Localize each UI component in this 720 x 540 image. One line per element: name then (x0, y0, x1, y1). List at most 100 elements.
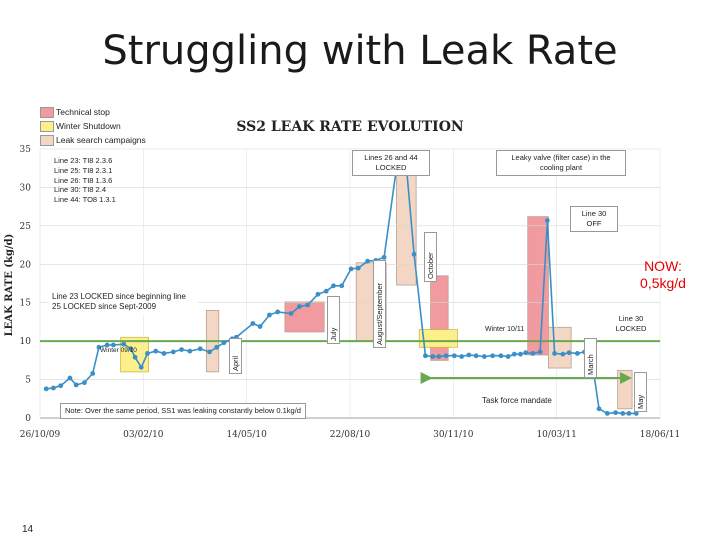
x-tick-label: 22/08/10 (330, 430, 371, 440)
data-point (411, 251, 417, 257)
data-point (596, 406, 602, 412)
series-leak-rate (43, 157, 639, 416)
line-info-item: Line 30: TI8 2.4 (54, 185, 106, 195)
winter-1011-note: Winter 10/11 (485, 326, 525, 333)
legend-label-winter: Winter Shutdown (56, 121, 121, 131)
data-point (473, 353, 479, 359)
legend-swatch-leak-search (40, 135, 54, 146)
month-label-october: October (424, 232, 437, 282)
legend-label-technical-stop: Technical stop (56, 107, 110, 117)
data-point (187, 348, 193, 354)
data-point (620, 410, 626, 416)
x-tick-label: 30/11/10 (433, 430, 474, 440)
slide-title: Struggling with Leak Rate (102, 28, 618, 74)
y-tick-label: 15 (20, 299, 32, 309)
line30-locked-note: Line 30 LOCKED (606, 312, 656, 336)
y-tick-label: 5 (25, 376, 31, 386)
data-point (355, 265, 361, 271)
data-point (110, 342, 116, 348)
task-force-note: Task force mandate (478, 394, 556, 409)
line-info-item: Line 25: TI8 2.3.1 (54, 165, 113, 175)
data-point (560, 351, 566, 357)
y-tick-label: 10 (20, 337, 32, 347)
data-point (170, 349, 176, 355)
data-point (423, 353, 428, 359)
line-info-item: Line 23: TI8 2.3.6 (54, 156, 113, 165)
data-point (121, 341, 127, 347)
data-point (161, 351, 167, 356)
may-rect (617, 369, 633, 410)
x-tick-label: 26/10/09 (20, 430, 61, 440)
data-point (523, 350, 529, 356)
now-value: 0,5kg/d (640, 275, 686, 291)
data-point (132, 354, 138, 360)
data-point (505, 354, 511, 359)
data-point (443, 353, 449, 359)
data-point (197, 346, 203, 352)
data-point (138, 364, 144, 370)
data-point (481, 354, 487, 359)
leaky-valve-note: Leaky valve (filter case) in the cooling… (496, 150, 626, 176)
data-point (626, 410, 632, 416)
data-point (250, 321, 256, 326)
data-point (73, 382, 79, 388)
data-point (58, 383, 64, 389)
data-point (104, 342, 110, 348)
data-point (348, 266, 354, 272)
data-point (221, 340, 227, 346)
data-point (537, 349, 543, 355)
winter-0910-note: Winter 09/10 (100, 347, 137, 354)
x-tick-label: 10/03/11 (536, 430, 576, 440)
data-point (214, 344, 220, 350)
month-label-march: March (584, 338, 597, 378)
data-point (296, 304, 302, 309)
y-tick-label: 20 (20, 260, 32, 270)
data-point (82, 380, 87, 386)
data-point (490, 353, 495, 359)
data-point (451, 353, 457, 359)
x-tick-label: 18/06/11 (640, 430, 680, 440)
y-tick-label: 0 (25, 414, 31, 424)
month-label-may: May (634, 372, 647, 412)
july-rect (284, 301, 325, 333)
y-tick-label: 35 (20, 145, 32, 155)
data-point (179, 347, 184, 352)
y-tick-label: 25 (20, 222, 32, 232)
data-point (323, 288, 329, 294)
data-point (96, 344, 102, 350)
data-point (67, 375, 73, 381)
data-point (552, 351, 557, 356)
data-point (574, 351, 580, 356)
data-point (305, 302, 311, 308)
page-number: 14 (22, 524, 34, 535)
data-point (436, 354, 442, 359)
y-tick-label: 30 (20, 183, 32, 193)
data-point (339, 283, 345, 289)
data-point (511, 351, 517, 357)
data-point (530, 351, 536, 356)
data-point (544, 218, 550, 223)
month-label-aug-sep: August/September (373, 260, 386, 348)
data-point (315, 291, 321, 297)
march-rect (548, 326, 572, 369)
data-point (145, 351, 150, 356)
data-point (90, 371, 96, 376)
data-point (207, 349, 212, 355)
data-point (365, 258, 370, 264)
line30-off-note: Line 30 OFF (570, 206, 618, 232)
data-point (633, 410, 639, 416)
chart-title: SS2 LEAK RATE EVOLUTION (236, 119, 464, 135)
data-point (604, 410, 610, 416)
legend-label-leak-search: Leak search campaigns (56, 135, 146, 145)
x-tick-label: 14/05/10 (226, 430, 267, 440)
data-point (466, 352, 472, 358)
data-point (331, 283, 336, 289)
data-point (518, 351, 523, 357)
data-point (128, 346, 134, 352)
x-tick-label: 03/02/10 (123, 430, 164, 440)
data-point (613, 410, 618, 416)
data-point (288, 311, 294, 316)
y-axis-label: LEAK RATE (kg/d) (4, 234, 15, 337)
line23-note: Line 23 LOCKED since beginning line 25 L… (48, 290, 198, 315)
